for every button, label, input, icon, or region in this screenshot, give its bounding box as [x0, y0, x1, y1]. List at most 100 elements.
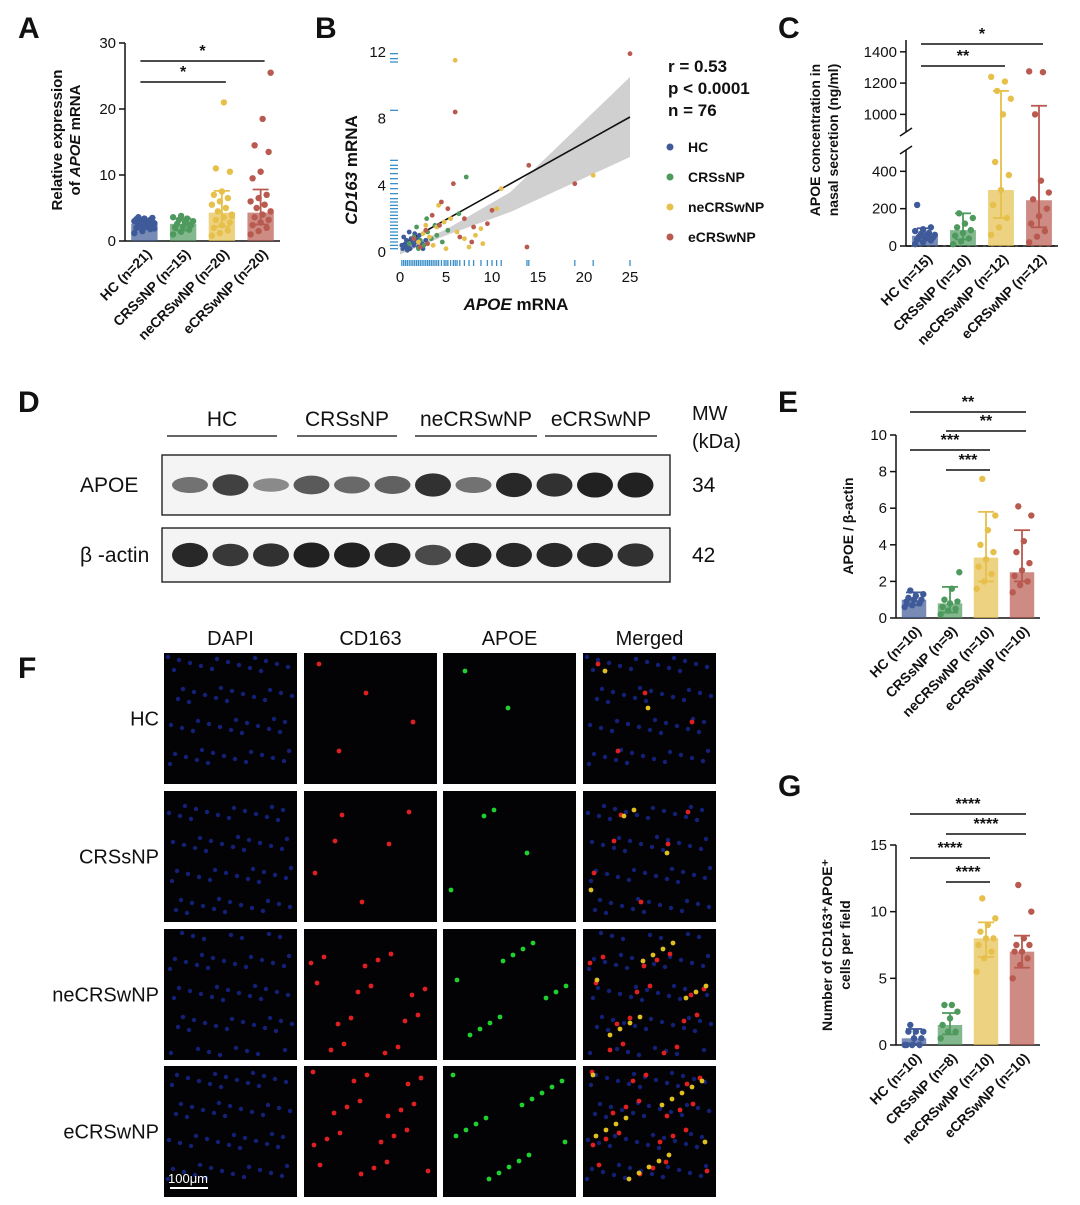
- cd163-signal: [351, 1078, 357, 1084]
- data-point: [1015, 503, 1022, 510]
- data-point: [210, 191, 218, 198]
- data-point: [1026, 559, 1033, 567]
- significance-label: *: [199, 43, 206, 60]
- apoe-signal: [448, 887, 454, 893]
- nucleus-dot: [662, 759, 668, 765]
- apoe-signal: [621, 813, 627, 819]
- nucleus-dot: [185, 871, 191, 877]
- nucleus-dot: [226, 1142, 232, 1148]
- data-point: [208, 232, 216, 239]
- blot-band: [415, 473, 451, 497]
- nucleus-dot: [689, 960, 695, 966]
- data-point: [1007, 95, 1015, 102]
- nucleus-dot: [629, 955, 635, 961]
- nucleus-dot: [200, 903, 206, 909]
- nucleus-dot: [701, 1047, 707, 1053]
- cd163-signal: [596, 1162, 602, 1168]
- legend-label: eCRSwNP: [688, 229, 756, 245]
- y-axis-label: APOE concentration in: [807, 64, 823, 216]
- data-point-neCRSwNP: [427, 234, 432, 240]
- nucleus-dot: [665, 1164, 671, 1170]
- nucleus-dot: [686, 687, 692, 693]
- apoe-signal: [454, 977, 460, 983]
- cd163-signal: [657, 1139, 663, 1145]
- data-point-eCRSwNP: [457, 234, 463, 240]
- data-point: [941, 1001, 948, 1009]
- nucleus-dot: [674, 723, 680, 729]
- nucleus-dot: [659, 691, 665, 697]
- apoe-signal: [693, 989, 699, 995]
- apoe-signal: [481, 813, 487, 819]
- nucleus-dot: [615, 874, 621, 880]
- data-point: [1027, 220, 1035, 227]
- nucleus-dot: [233, 1045, 239, 1051]
- data-point: [1005, 171, 1013, 179]
- nucleus-dot: [215, 1139, 221, 1145]
- nucleus-dot: [645, 1142, 651, 1148]
- cd163-signal: [685, 809, 691, 815]
- nucleus-dot: [627, 1165, 633, 1171]
- data-point: [918, 596, 925, 603]
- nucleus-dot: [621, 1020, 627, 1026]
- nucleus-dot: [595, 985, 601, 991]
- apoe-signal: [602, 668, 608, 674]
- nucleus-dot: [671, 655, 677, 661]
- nucleus-dot: [586, 966, 592, 972]
- nucleus-dot: [186, 699, 192, 705]
- nucleus-dot: [585, 1137, 591, 1143]
- data-point-CRSsNP: [463, 174, 469, 180]
- apoe-signal: [497, 1014, 503, 1020]
- data-point: [979, 475, 986, 483]
- nucleus-dot: [199, 747, 205, 753]
- data-point-neCRSwNP: [478, 226, 484, 232]
- nucleus-dot: [193, 806, 199, 812]
- blot-band: [577, 472, 613, 498]
- apoe-signal: [656, 1158, 662, 1164]
- nucleus-dot: [665, 837, 671, 843]
- data-point: [952, 1028, 959, 1035]
- nucleus-dot: [256, 1083, 262, 1089]
- nucleus-dot: [267, 1015, 273, 1021]
- data-point: [911, 227, 919, 235]
- nucleus-dot: [704, 664, 710, 670]
- nucleus-dot: [221, 753, 227, 759]
- apoe-signal: [626, 1176, 632, 1182]
- nucleus-dot: [594, 696, 600, 702]
- microscopy-tile: [443, 653, 576, 784]
- data-point-eCRSwNP: [445, 206, 451, 212]
- stats-text: p < 0.0001: [668, 79, 750, 98]
- nucleus-dot: [588, 878, 594, 884]
- nucleus-dot: [255, 1051, 261, 1057]
- cd163-signal: [371, 1165, 377, 1171]
- nucleus-dot: [171, 667, 177, 673]
- nucleus-dot: [647, 727, 653, 733]
- data-point-eCRSwNP: [425, 241, 430, 247]
- nucleus-dot: [637, 685, 643, 691]
- nucleus-dot: [270, 755, 276, 761]
- nucleus-dot: [589, 1166, 595, 1172]
- data-point: [993, 87, 1001, 95]
- nucleus-dot: [277, 934, 283, 940]
- cd163-signal: [344, 1104, 350, 1110]
- data-point: [944, 607, 952, 614]
- nucleus-dot: [196, 874, 202, 880]
- data-point: [969, 214, 977, 222]
- nucleus-dot: [189, 900, 195, 906]
- cd163-signal: [331, 1110, 337, 1116]
- nucleus-dot: [177, 1140, 183, 1146]
- apoe-signal: [486, 1176, 492, 1182]
- apoe-signal: [549, 1084, 555, 1090]
- nucleus-dot: [672, 1138, 678, 1144]
- nucleus-dot: [675, 1083, 681, 1089]
- nucleus-dot: [611, 845, 617, 851]
- apoe-signal: [703, 983, 709, 989]
- cd163-signal: [667, 951, 673, 957]
- panel-label-a: A: [18, 12, 40, 45]
- nucleus-dot: [635, 896, 641, 902]
- nucleus-dot: [700, 963, 706, 969]
- data-point-neCRSwNP: [454, 229, 460, 235]
- nucleus-dot: [284, 1163, 290, 1169]
- data-point: [954, 1008, 961, 1015]
- nucleus-dot: [233, 717, 239, 723]
- nucleus-dot: [260, 908, 266, 914]
